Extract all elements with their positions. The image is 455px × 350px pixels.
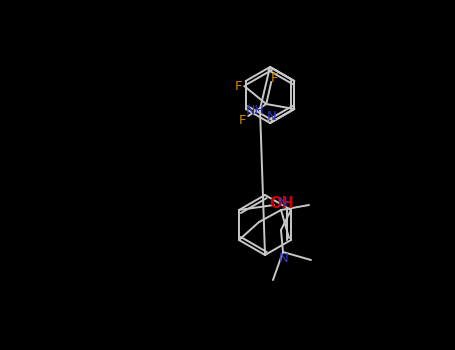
Text: F: F [271, 71, 278, 84]
Text: F: F [234, 79, 242, 92]
Text: NH: NH [246, 105, 264, 118]
Text: F: F [238, 113, 246, 126]
Text: N: N [267, 111, 277, 124]
Text: OH: OH [270, 196, 294, 211]
Text: N: N [279, 252, 289, 266]
Text: N: N [278, 196, 288, 210]
